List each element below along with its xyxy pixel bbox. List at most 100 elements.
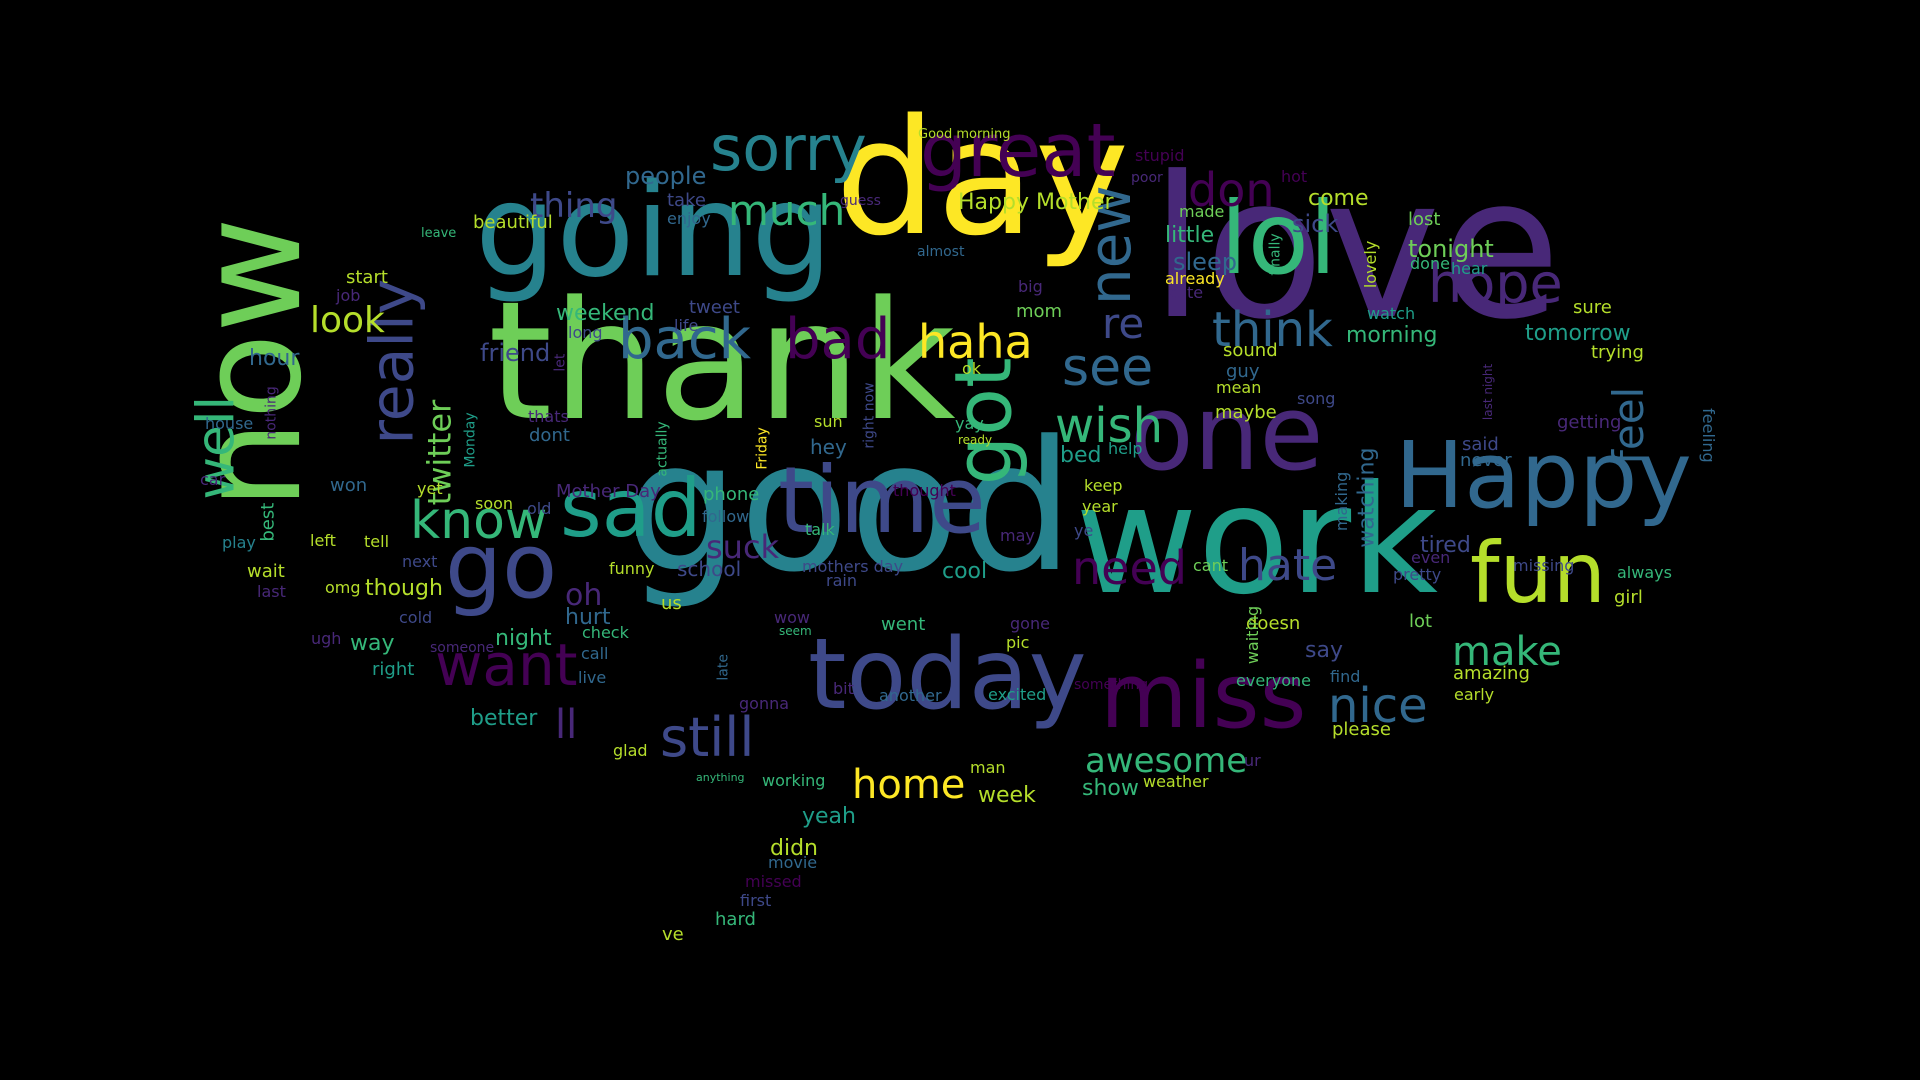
word-missed: missed (745, 871, 802, 891)
word-enjoy: enjoy (667, 208, 711, 228)
word-happy-mother: Happy Mother (958, 190, 1114, 216)
word-nothing: nothing (263, 386, 280, 440)
word-sad: sad (560, 462, 702, 556)
word-lol: lol (1220, 180, 1337, 297)
word-weather: weather (1143, 771, 1209, 791)
word-friend: friend (480, 338, 551, 367)
word-feeling: feeling (1699, 407, 1719, 463)
word-seem: seem (779, 623, 812, 638)
word-glad: glad (613, 740, 648, 760)
word-even: even (1411, 547, 1451, 567)
word-much: much (728, 186, 846, 236)
word-song: song (1297, 388, 1336, 408)
word-tweet: tweet (689, 297, 740, 319)
word-won: won (330, 475, 368, 497)
word-ur: ur (1244, 750, 1261, 770)
word-stupid: stupid (1135, 145, 1185, 165)
word-thought: thought (893, 480, 956, 500)
word-guess: guess (840, 193, 881, 210)
word-thing: thing (530, 186, 618, 227)
word-thats: thats (528, 406, 569, 426)
word-work: work (1075, 454, 1438, 628)
word-lot: lot (1409, 611, 1433, 633)
word-ok: ok (962, 358, 982, 378)
word-last-night: last night (1480, 363, 1495, 420)
word-next: next (402, 551, 438, 571)
word-cool: cool (942, 559, 988, 585)
word-sure: sure (1573, 297, 1612, 319)
word-making: making (1331, 471, 1351, 531)
word-check: check (582, 622, 629, 642)
word-going: going (475, 156, 833, 306)
word-lovely: lovely (1360, 240, 1380, 288)
word-still: still (660, 705, 755, 769)
word-ugh: ugh (311, 628, 342, 648)
word-doesn: doesn (1246, 613, 1301, 635)
word-call: call (581, 643, 609, 663)
word-bed: bed (1060, 443, 1102, 469)
word-say: say (1305, 638, 1343, 664)
word-re: re (1102, 299, 1145, 349)
word-little: little (1165, 223, 1215, 249)
word-tomorrow: tomorrow (1525, 321, 1631, 347)
word-watch: watch (1367, 303, 1416, 323)
word-yet: yet (417, 478, 443, 498)
word-soon: soon (475, 493, 514, 513)
word-working: working (762, 770, 826, 790)
word-big: big (1018, 276, 1043, 296)
word-love: love (1150, 135, 1561, 364)
word-yay: yay (955, 413, 984, 433)
word-night: night (495, 626, 552, 652)
word-hurt: hurt (565, 605, 611, 631)
word-lost: lost (1408, 209, 1441, 231)
word-people: people (625, 161, 707, 190)
word-life: life (674, 315, 699, 335)
word-tell: tell (364, 531, 390, 551)
word-week: week (978, 783, 1036, 809)
word-funny: funny (609, 558, 655, 578)
word-don: don (1188, 163, 1275, 218)
word-hope: hope (1428, 251, 1563, 315)
word-happy: Happy (1395, 422, 1692, 530)
word-though: though (365, 576, 443, 602)
word-one: one (1130, 371, 1324, 494)
word-poor: poor (1131, 170, 1163, 187)
word-omg: omg (325, 577, 361, 597)
word-pic: pic (1006, 632, 1030, 652)
word-gone: gone (1010, 613, 1050, 633)
word-car: car (200, 469, 226, 489)
word-need: need (1072, 541, 1187, 596)
word-didn: didn (770, 836, 818, 862)
word-way: way (350, 631, 395, 657)
word-wow: wow (774, 607, 810, 627)
word-job: job (336, 285, 361, 305)
word-said: said (1462, 434, 1499, 456)
word-right-now: right now (861, 382, 878, 449)
word-tired: tired (1420, 533, 1471, 559)
word-thank: thank (488, 266, 956, 458)
word-hard: hard (715, 909, 756, 931)
word-pretty: pretty (1393, 564, 1442, 584)
word-anything: anything (696, 770, 745, 784)
word-show: show (1082, 776, 1139, 802)
word-mothers-day: mothers day (802, 556, 904, 576)
word-trying: trying (1591, 342, 1644, 364)
word-know: know (410, 491, 548, 552)
word-mom: mom (1016, 301, 1063, 323)
word-hour: hour (249, 346, 300, 372)
word-weekend: weekend (556, 301, 655, 327)
word-find: find (1330, 666, 1361, 686)
word-gonna: gonna (739, 693, 790, 713)
word-late: late (715, 654, 732, 681)
word-done: done (1410, 253, 1450, 273)
word-let: let (552, 353, 569, 372)
word-actually: actually (654, 421, 671, 477)
word-left: left (310, 530, 336, 550)
word-another: another (879, 685, 942, 705)
word-awesome: awesome (1085, 741, 1248, 782)
word-early: early (1454, 684, 1495, 704)
word-old: old (527, 498, 552, 518)
word-ready: ready (958, 432, 993, 447)
word-maybe: maybe (1215, 402, 1277, 424)
